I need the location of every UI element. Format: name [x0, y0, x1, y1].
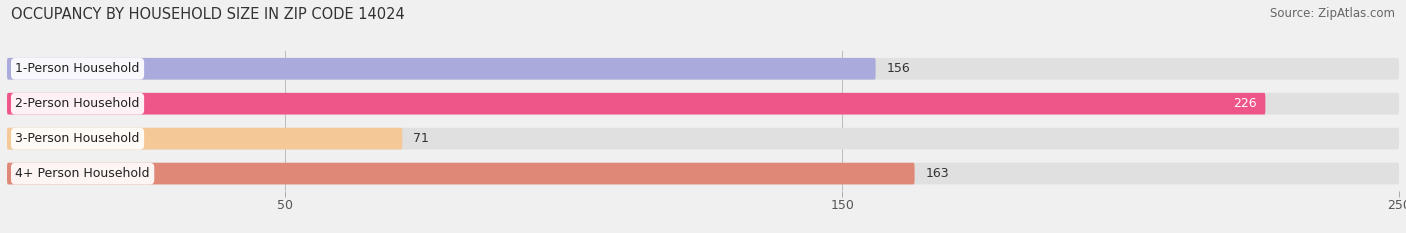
Text: 4+ Person Household: 4+ Person Household: [15, 167, 150, 180]
FancyBboxPatch shape: [7, 93, 1399, 115]
Text: OCCUPANCY BY HOUSEHOLD SIZE IN ZIP CODE 14024: OCCUPANCY BY HOUSEHOLD SIZE IN ZIP CODE …: [11, 7, 405, 22]
Text: 156: 156: [887, 62, 911, 75]
Text: 2-Person Household: 2-Person Household: [15, 97, 139, 110]
Text: Source: ZipAtlas.com: Source: ZipAtlas.com: [1270, 7, 1395, 20]
Text: 163: 163: [925, 167, 949, 180]
FancyBboxPatch shape: [7, 58, 1399, 80]
Text: 71: 71: [413, 132, 429, 145]
FancyBboxPatch shape: [7, 128, 402, 150]
FancyBboxPatch shape: [7, 58, 876, 80]
FancyBboxPatch shape: [7, 93, 1265, 115]
Text: 1-Person Household: 1-Person Household: [15, 62, 139, 75]
FancyBboxPatch shape: [7, 163, 1399, 185]
Text: 226: 226: [1233, 97, 1257, 110]
FancyBboxPatch shape: [7, 128, 1399, 150]
FancyBboxPatch shape: [7, 163, 914, 185]
Text: 3-Person Household: 3-Person Household: [15, 132, 139, 145]
